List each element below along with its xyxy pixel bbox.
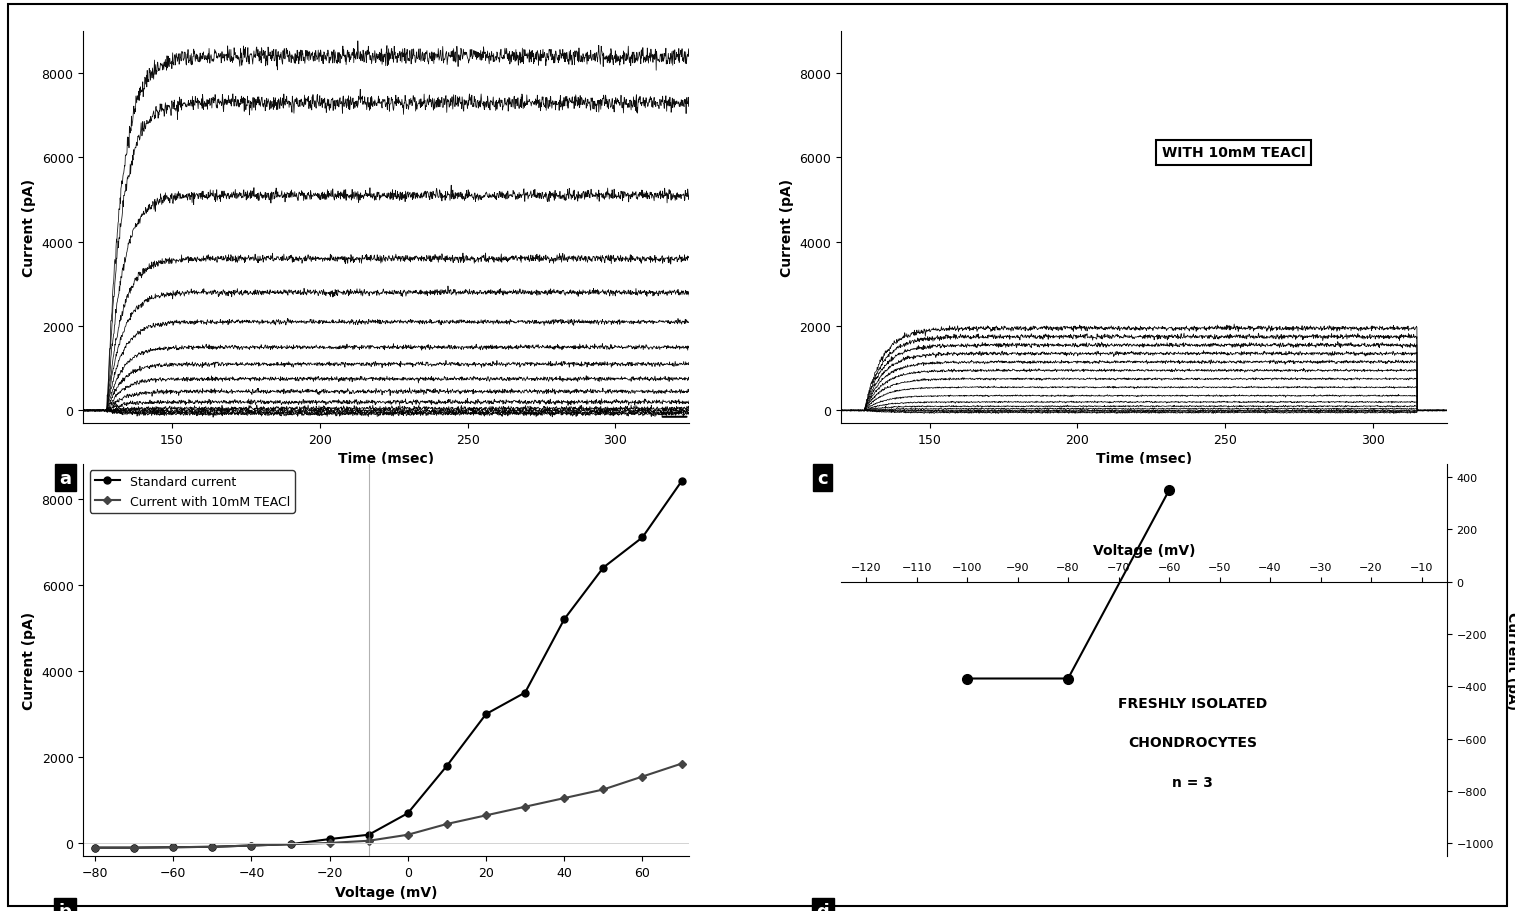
Current with 10mM TEACl xyxy=(126,843,144,854)
Text: FRESHLY ISOLATED: FRESHLY ISOLATED xyxy=(1118,697,1267,711)
Y-axis label: Current (pA): Current (pA) xyxy=(1504,611,1515,710)
Standard current xyxy=(438,761,456,772)
Current with 10mM TEACl xyxy=(517,802,535,813)
X-axis label: Time (msec): Time (msec) xyxy=(338,452,435,466)
Y-axis label: Current (pA): Current (pA) xyxy=(780,179,794,277)
Current with 10mM TEACl xyxy=(398,829,417,840)
Current with 10mM TEACl xyxy=(86,843,105,854)
Line: Standard current: Standard current xyxy=(91,478,685,851)
Current with 10mM TEACl xyxy=(164,842,182,853)
Legend: Standard current, Current with 10mM TEACl: Standard current, Current with 10mM TEAC… xyxy=(89,471,295,513)
Current with 10mM TEACl xyxy=(359,835,377,846)
Text: a: a xyxy=(59,469,71,487)
Text: d: d xyxy=(817,902,829,911)
Standard current xyxy=(321,834,339,844)
Text: n = 3: n = 3 xyxy=(1173,775,1212,789)
Standard current xyxy=(359,829,377,840)
Current with 10mM TEACl xyxy=(594,784,612,795)
Y-axis label: Current (pA): Current (pA) xyxy=(23,611,36,710)
Y-axis label: Current (pA): Current (pA) xyxy=(23,179,36,277)
Text: c: c xyxy=(817,469,829,487)
Standard current xyxy=(477,709,495,720)
Text: CHONDROCYTES: CHONDROCYTES xyxy=(1127,736,1257,750)
Standard current xyxy=(282,839,300,850)
Standard current xyxy=(203,842,221,853)
Current with 10mM TEACl xyxy=(242,840,261,851)
Standard current xyxy=(164,842,182,853)
Text: WITH 10mM TEACl: WITH 10mM TEACl xyxy=(1162,147,1306,160)
Current with 10mM TEACl xyxy=(321,837,339,848)
Standard current xyxy=(554,614,573,625)
Standard current xyxy=(633,532,651,543)
Line: Current with 10mM TEACl: Current with 10mM TEACl xyxy=(92,761,685,851)
Text: b: b xyxy=(59,902,71,911)
X-axis label: Voltage (mV): Voltage (mV) xyxy=(335,885,438,898)
Standard current xyxy=(242,840,261,851)
Current with 10mM TEACl xyxy=(633,772,651,783)
Current with 10mM TEACl xyxy=(673,758,691,769)
Current with 10mM TEACl xyxy=(203,842,221,853)
Standard current xyxy=(126,843,144,854)
Current with 10mM TEACl xyxy=(438,819,456,830)
Standard current xyxy=(517,687,535,698)
Current with 10mM TEACl xyxy=(477,810,495,821)
Current with 10mM TEACl xyxy=(554,793,573,804)
Standard current xyxy=(398,808,417,819)
Standard current xyxy=(86,843,105,854)
Standard current xyxy=(594,562,612,573)
Standard current xyxy=(673,476,691,487)
X-axis label: Time (msec): Time (msec) xyxy=(1095,452,1192,466)
X-axis label: Voltage (mV): Voltage (mV) xyxy=(1092,543,1195,558)
Current with 10mM TEACl xyxy=(282,839,300,850)
